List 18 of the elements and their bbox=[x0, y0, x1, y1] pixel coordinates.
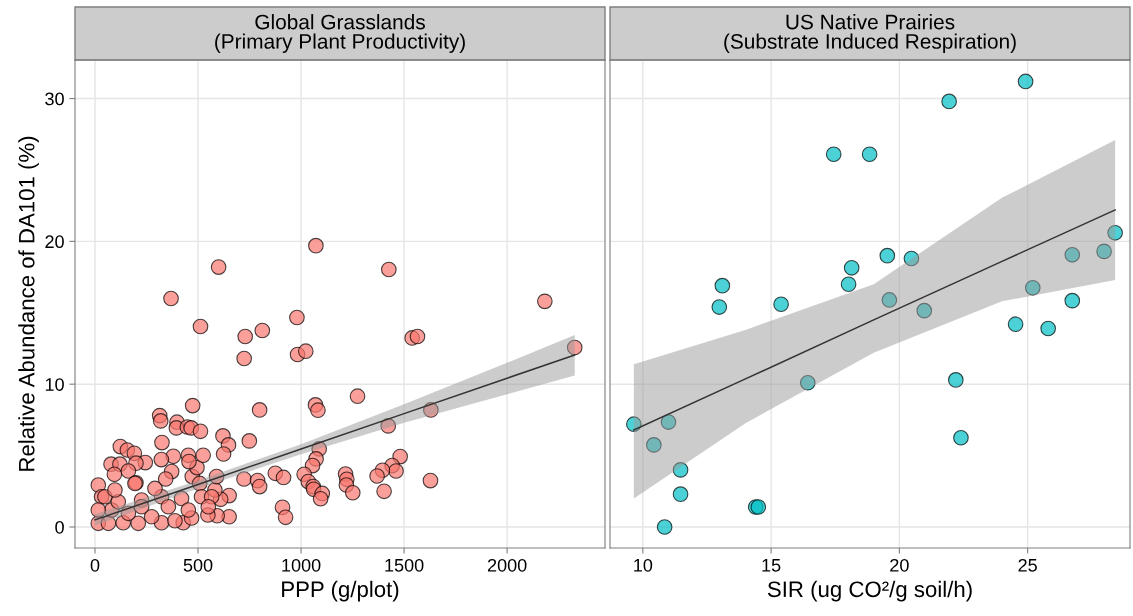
chart-title: Global Grasslands (Primary Plant Productivity) bbox=[215, 14, 465, 53]
x-axis-title: PPP (g/plot) bbox=[282, 580, 399, 602]
y-tick-label: 20 bbox=[45, 235, 64, 249]
y-axis-title: Relative Abundance of DA101 (%) bbox=[18, 136, 39, 471]
x-tick-label: 1000 bbox=[282, 558, 321, 572]
x-tick-label: 500 bbox=[183, 558, 213, 572]
x-tick-label: 15 bbox=[762, 559, 781, 572]
x-tick-label: 0 bbox=[90, 558, 100, 572]
x-tick-label: 1500 bbox=[385, 558, 424, 572]
chart-title: US Native Prairies (Substrate Induced Respiration) bbox=[724, 14, 1016, 53]
x-tick-label: 20 bbox=[890, 558, 909, 572]
y-tick-label: 30 bbox=[45, 92, 64, 106]
x-tick-label: 10 bbox=[634, 558, 653, 572]
x-axis-title: SIR (ug CO²/g soil/h) bbox=[767, 580, 972, 602]
y-tick-label: 0 bbox=[55, 520, 64, 534]
x-tick-label: 25 bbox=[1018, 558, 1037, 572]
x-tick-label: 2000 bbox=[487, 558, 527, 572]
y-tick-label: 10 bbox=[45, 378, 64, 391]
